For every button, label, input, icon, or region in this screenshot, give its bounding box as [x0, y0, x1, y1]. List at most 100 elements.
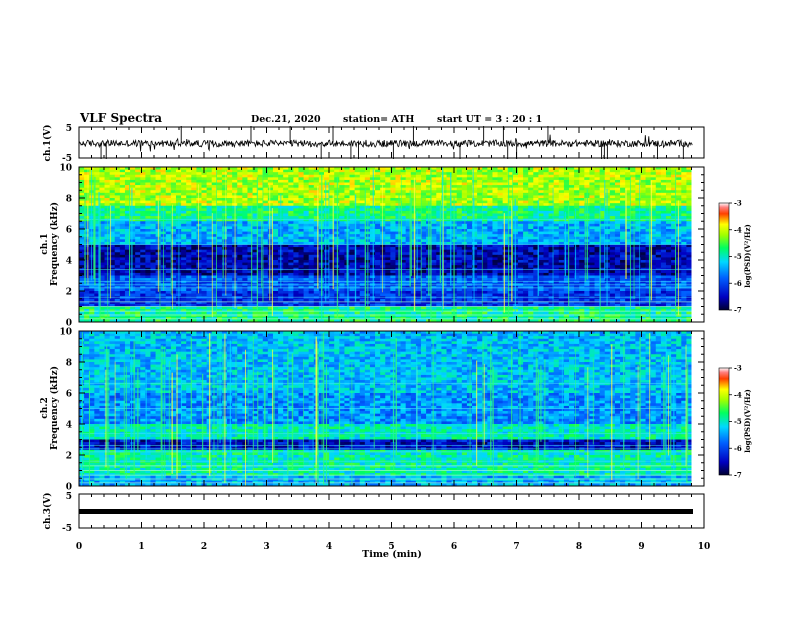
- ch1-spec-cell: [554, 250, 560, 253]
- ch1-spec-cell: [273, 247, 279, 250]
- ch1-spec-cell: [620, 252, 626, 255]
- ch1-spec-cell: [549, 177, 555, 180]
- ch1-spec-cell: [487, 177, 493, 180]
- ch1-spec-cell: [227, 193, 233, 196]
- ch1-spec-cell: [166, 234, 172, 237]
- ch1-spec-cell: [600, 175, 606, 178]
- ch1-spec-cell: [89, 177, 95, 180]
- ch1-spec-cell: [237, 265, 243, 268]
- ch1-spec-cell: [487, 203, 493, 206]
- ch1-spec-cell: [681, 265, 687, 268]
- ch1-spec-cell: [574, 237, 580, 240]
- ch1-spec-cell: [186, 265, 192, 268]
- ch1-spec-cell: [237, 198, 243, 201]
- ch1-spec-cell: [528, 219, 534, 222]
- ch1-spec-cell: [411, 177, 417, 180]
- ch1-spec-cell: [395, 180, 401, 183]
- ch1-spec-cell: [150, 188, 156, 191]
- ch1-spec-cell: [140, 188, 146, 191]
- ch1-spec-cell: [395, 198, 401, 201]
- ch1-spec-cell: [574, 208, 580, 211]
- ch1-spec-cell: [595, 190, 601, 193]
- ch1-spec-cell: [186, 193, 192, 196]
- ch1-spec-cell: [370, 219, 376, 222]
- ch1-spec-cell: [640, 193, 646, 196]
- ch1-spec-cell: [360, 247, 366, 250]
- ch1-spec-cell: [625, 177, 631, 180]
- ch1-spec-cell: [467, 239, 473, 242]
- ch1-spec-cell: [467, 180, 473, 183]
- ch1-spec-cell: [457, 239, 463, 242]
- ch1-spec-cell: [676, 239, 682, 242]
- ch1-spec-cell: [339, 195, 345, 198]
- ch1-spec-cell: [120, 193, 126, 196]
- ch1-spec-cell: [140, 216, 146, 219]
- ch1-spec-cell: [640, 219, 646, 222]
- ch1-spec-cell: [273, 190, 279, 193]
- ch1-spec-cell: [615, 247, 621, 250]
- ch1-spec-cell: [380, 198, 386, 201]
- ch1-spec-cell: [406, 183, 412, 186]
- ch1-spec-cell: [207, 265, 213, 268]
- ch1-spec-cell: [635, 255, 641, 258]
- ch1-spec-cell: [676, 193, 682, 196]
- ch1-spec-cell: [370, 257, 376, 260]
- ch1-spec-cell: [503, 198, 509, 201]
- ch1-spec-cell: [656, 263, 662, 266]
- ch1-spec-cell: [411, 183, 417, 186]
- ch1-spec-cell: [569, 206, 575, 209]
- ch1-spec-cell: [355, 188, 361, 191]
- ch1-spec-cell: [498, 198, 504, 201]
- ch1-spec-cell: [595, 172, 601, 175]
- ch1-spec-cell: [666, 198, 672, 201]
- ch1-spec-cell: [538, 180, 544, 183]
- ch1-spec-cell: [457, 180, 463, 183]
- ch1-spec-cell: [395, 265, 401, 268]
- ch1-spec-cell: [339, 206, 345, 209]
- ch1-spec-cell: [574, 180, 580, 183]
- ch1-spec-cell: [360, 257, 366, 260]
- ch1-spec-cell: [385, 208, 391, 211]
- ch1-spec-cell: [462, 188, 468, 191]
- ch1-spec-cell: [574, 252, 580, 255]
- ch1-spec-cell: [492, 183, 498, 186]
- ch1-spec-cell: [298, 185, 304, 188]
- ch1-spec-cell: [630, 221, 636, 224]
- ch1-spec-cell: [487, 221, 493, 224]
- ch1-spec-cell: [538, 170, 544, 173]
- ch1-spec-cell: [574, 226, 580, 229]
- ch1-spec-cell: [589, 190, 595, 193]
- ch1-spec-cell: [263, 172, 269, 175]
- ch1-spec-cell: [166, 203, 172, 206]
- ch1-spec-cell: [615, 201, 621, 204]
- ch1-spec-cell: [196, 270, 202, 273]
- ch1-spec-cell: [518, 226, 524, 229]
- ch1-spec-cell: [293, 232, 299, 235]
- ch1-spec-cell: [166, 201, 172, 204]
- ch1-spec-cell: [207, 232, 213, 235]
- ch1-spec-cell: [314, 239, 320, 242]
- ch1-spec-cell: [105, 250, 111, 253]
- ch1-spec-cell: [646, 188, 652, 191]
- ch1-spec-cell: [615, 232, 621, 235]
- ch1-spec-cell: [615, 188, 621, 191]
- ch1-spec-cell: [150, 221, 156, 224]
- ch1-spec-cell: [554, 247, 560, 250]
- ch1-spec-cell: [421, 237, 427, 240]
- ch1-spec-cell: [314, 183, 320, 186]
- ch1-spec-cell: [135, 250, 141, 253]
- figure-title: VLF Spectra: [79, 111, 162, 125]
- ch1-spec-cell: [283, 270, 289, 273]
- ch1-spec-cell: [595, 234, 601, 237]
- ch1-spec-cell: [237, 188, 243, 191]
- ch1-spec-cell: [324, 175, 330, 178]
- ch1-spec-cell: [518, 234, 524, 237]
- ch1-spec-cell: [207, 229, 213, 232]
- ch1-spec-cell: [288, 203, 294, 206]
- ch1-spec-cell: [533, 170, 539, 173]
- ch1-spec-cell: [120, 232, 126, 235]
- ch1-spec-cell: [375, 214, 381, 217]
- ch1-spec-cell: [457, 183, 463, 186]
- ch1-spec-cell: [513, 193, 519, 196]
- ch1-spec-cell: [227, 252, 233, 255]
